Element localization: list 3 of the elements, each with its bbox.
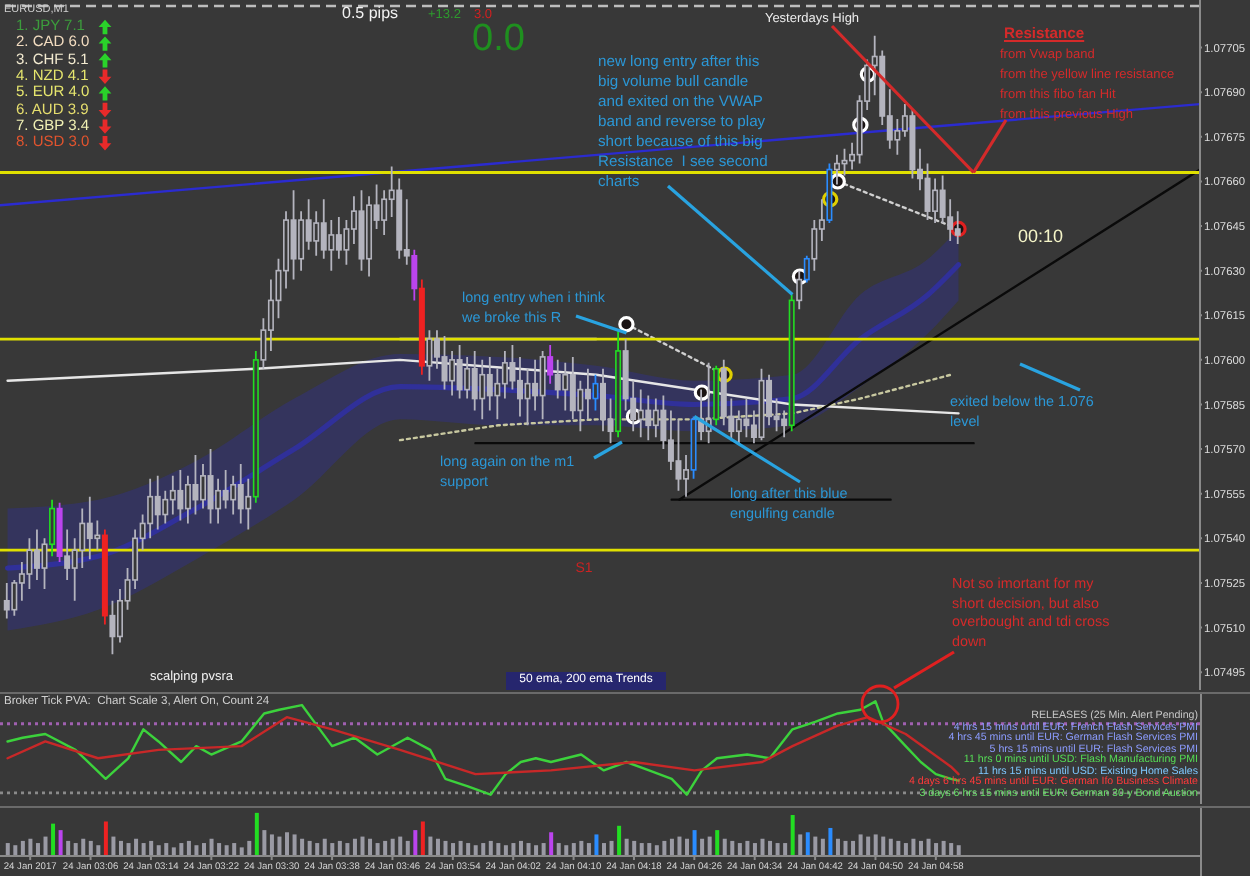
annotation: 0.5 pips: [342, 4, 399, 24]
annotation: 0.0: [472, 18, 525, 62]
annotation: 00:10: [1018, 226, 1064, 248]
